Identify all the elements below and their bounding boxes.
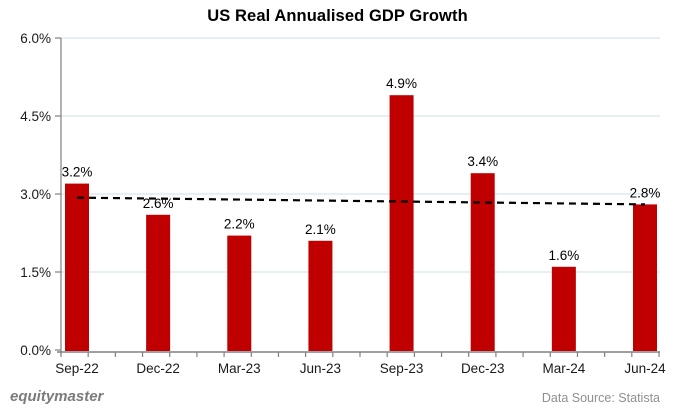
- bar-value-label: 2.6%: [143, 196, 174, 211]
- x-tick-label: Jun-23: [300, 361, 341, 376]
- bar-value-label: 1.6%: [548, 248, 579, 263]
- y-tick-label: 1.5%: [20, 265, 51, 280]
- x-tick-label: Jun-24: [624, 361, 666, 376]
- x-tick-label: Sep-22: [55, 361, 99, 376]
- chart-title: US Real Annualised GDP Growth: [207, 7, 468, 25]
- x-tick-label: Dec-23: [461, 361, 505, 376]
- bar-value-label: 2.8%: [630, 185, 661, 200]
- bar: [633, 204, 657, 351]
- y-tick-label: 3.0%: [20, 187, 51, 202]
- bar-value-label: 4.9%: [386, 76, 417, 91]
- bar: [308, 240, 333, 351]
- x-tick-label: Mar-23: [218, 361, 261, 376]
- trendline: [76, 196, 646, 206]
- y-tick-label: 0.0%: [20, 343, 51, 358]
- data-source-label: Data Source: Statista: [541, 391, 660, 405]
- bar-value-label: 3.4%: [467, 154, 498, 169]
- y-tick-label: 6.0%: [20, 31, 51, 46]
- bar: [389, 95, 414, 351]
- bar-value-label: 2.1%: [305, 222, 336, 237]
- bar-value-label: 3.2%: [62, 165, 93, 180]
- bar: [470, 173, 495, 351]
- bar-value-label: 2.2%: [224, 217, 255, 232]
- bar: [227, 235, 252, 351]
- x-tick-label: Mar-24: [542, 361, 585, 376]
- x-tick-label: Dec-22: [136, 361, 180, 376]
- bar: [146, 214, 171, 351]
- y-tick-label: 4.5%: [20, 109, 51, 124]
- x-tick-label: Sep-23: [380, 361, 424, 376]
- equitymaster-logo: equitymaster: [10, 388, 104, 405]
- bar: [551, 266, 576, 351]
- bar: [65, 183, 89, 351]
